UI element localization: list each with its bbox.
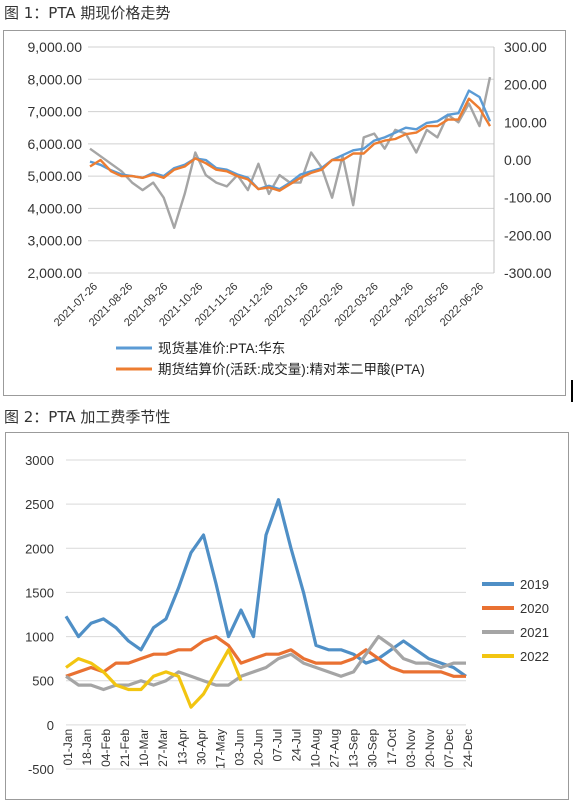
x-tick-label: 10-Mar (137, 729, 151, 767)
y-right-tick-label: -200.00 (504, 227, 552, 243)
y-tick-label: 2000 (25, 541, 54, 556)
series-line-2020 (65, 635, 466, 678)
figure-2-caption: 图 2：PTA 加工费季节性 (4, 408, 171, 426)
x-tick-label: 04-Feb (99, 729, 113, 767)
y-left-tick-label: 2,000.00 (28, 265, 83, 281)
x-tick-label: 24-Dec (461, 729, 475, 768)
x-tick-label: 03-Nov (404, 729, 418, 768)
y-tick-label: 2500 (25, 497, 54, 512)
x-tick-label: 21-Feb (118, 729, 132, 767)
x-tick-label: 17-Oct (385, 728, 399, 765)
series-line-futures (89, 97, 492, 192)
x-tick-label: 03-Jun (232, 729, 246, 766)
y-left-tick-label: 6,000.00 (28, 136, 83, 152)
y-right-tick-label: 0.00 (504, 152, 531, 168)
chart-2-frame: 3000 2500 2000 1500 1000 500 0 -500 01-Jan 18-Jan… (5, 432, 569, 800)
y-tick-label: 3000 (25, 453, 54, 468)
y-left-tick-label: 4,000.00 (28, 200, 83, 216)
chart-1: 9,000.00 8,000.00 7,000.00 6,000.00 5,000.00… (28, 39, 552, 377)
x-tick-label: 17-May (213, 729, 227, 769)
series-line-2022 (65, 648, 243, 709)
x-tick-label: 07-Dec (442, 729, 456, 768)
y-right-tick-label: -100.00 (504, 190, 552, 206)
x-tick-label: 20-Jun (251, 729, 265, 766)
x-tick-label: 07-Jul (271, 729, 285, 762)
y-tick-label: 500 (32, 674, 54, 689)
figure-1-caption: 图 1：PTA 期现价格走势 (4, 4, 171, 22)
x-tick-label: 30-Sep (366, 729, 380, 768)
series-line-2021 (65, 635, 466, 692)
x-tick-label: 24-Jul (290, 729, 304, 762)
legend-label: 2019 (520, 577, 549, 592)
x-tick-label: 30-Apr (194, 729, 208, 765)
y-tick-label: 0 (47, 718, 54, 733)
x-tick-label: 27-Aug (328, 729, 342, 768)
legend-label: 期货结算价(活跃:成交量):精对苯二甲酸(PTA) (158, 361, 425, 377)
chart-2: 3000 2500 2000 1500 1000 500 0 -500 01-Jan 18-Jan… (25, 453, 549, 777)
y-left-tick-label: 7,000.00 (28, 104, 83, 120)
series-line-basis (89, 76, 492, 229)
legend-label: 2020 (520, 601, 549, 616)
y-right-tick-label: -300.00 (504, 265, 552, 281)
x-tick-label: 10-Aug (309, 729, 323, 768)
y-right-tick-label: 100.00 (504, 114, 547, 130)
x-tick-label: 01-Jan (61, 729, 75, 766)
legend-label: 2021 (520, 625, 549, 640)
y-left-tick-label: 8,000.00 (28, 71, 83, 87)
series-line-2019 (64, 498, 467, 678)
y-right-tick-label: 300.00 (504, 39, 547, 55)
text-cursor (571, 380, 573, 402)
y-tick-label: -500 (28, 762, 54, 777)
y-left-tick-label: 9,000.00 (28, 39, 83, 55)
chart-1-frame: 9,000.00 8,000.00 7,000.00 6,000.00 5,000.00… (3, 30, 566, 396)
y-right-tick-label: 200.00 (504, 77, 547, 93)
series-line-spot (89, 89, 492, 191)
x-tick-label: 13-Apr (175, 729, 189, 765)
x-tick-label: 27-Mar (156, 729, 170, 767)
x-tick-label: 13-Sep (347, 729, 361, 768)
y-left-tick-label: 3,000.00 (28, 233, 83, 249)
y-tick-label: 1000 (25, 630, 54, 645)
legend-label: 2022 (520, 649, 549, 664)
x-tick-label: 20-Nov (423, 729, 437, 768)
legend-label: 现货基准价:PTA:华东 (158, 340, 285, 356)
y-tick-label: 1500 (25, 585, 54, 600)
x-tick-label: 18-Jan (80, 729, 94, 766)
y-left-tick-label: 5,000.00 (28, 168, 83, 184)
